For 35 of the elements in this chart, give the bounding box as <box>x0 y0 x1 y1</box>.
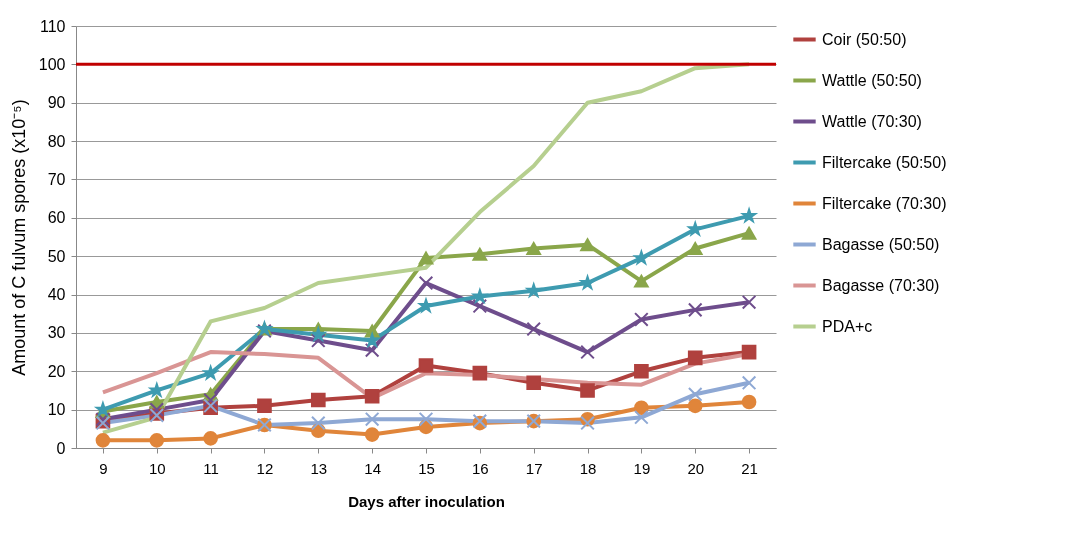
x-tick-label: 18 <box>579 459 597 477</box>
legend-label: Bagasse (50:50) <box>822 235 940 253</box>
y-tick-label: 50 <box>47 247 66 265</box>
y-tick-label: 30 <box>47 324 66 342</box>
x-tick-label: 14 <box>364 459 381 477</box>
y-tick-label: 10 <box>47 401 66 419</box>
legend-label: PDA+c <box>822 317 873 335</box>
x-tick-label: 13 <box>310 459 328 477</box>
legend-label: Wattle (70:30) <box>822 112 922 130</box>
y-tick-label: 60 <box>47 209 66 227</box>
legend-label: Filtercake (50:50) <box>822 153 947 171</box>
y-tick-label: 40 <box>47 286 66 304</box>
y-tick-label: 0 <box>56 439 66 457</box>
y-tick-label: 80 <box>47 132 66 150</box>
x-axis-title: Days after inoculation <box>348 492 505 510</box>
x-tick-label: 11 <box>203 459 219 477</box>
y-tick-label: 20 <box>47 362 66 380</box>
y-tick-label: 90 <box>47 94 66 112</box>
x-tick-label: 12 <box>256 459 274 477</box>
x-tick-label: 10 <box>148 459 166 477</box>
x-tick-label: 16 <box>472 459 489 477</box>
legend-label: Coir (50:50) <box>822 30 907 48</box>
y-tick-label: 70 <box>47 170 66 188</box>
x-tick-label: 9 <box>99 459 108 477</box>
x-tick-label: 21 <box>741 459 758 477</box>
y-tick-label: 110 <box>39 17 66 35</box>
legend-label: Filtercake (70:30) <box>822 194 947 212</box>
x-tick-label: 19 <box>633 459 651 477</box>
legend-label: Bagasse (70:30) <box>822 276 940 294</box>
legend-label: Wattle (50:50) <box>822 71 922 89</box>
y-tick-label: 100 <box>38 55 66 73</box>
x-tick-label: 20 <box>687 459 705 477</box>
x-tick-label: 17 <box>525 459 543 477</box>
x-tick-label: 15 <box>418 459 435 477</box>
y-axis-title: Amount of C fulvum spores (x10⁻⁵) <box>8 99 29 376</box>
